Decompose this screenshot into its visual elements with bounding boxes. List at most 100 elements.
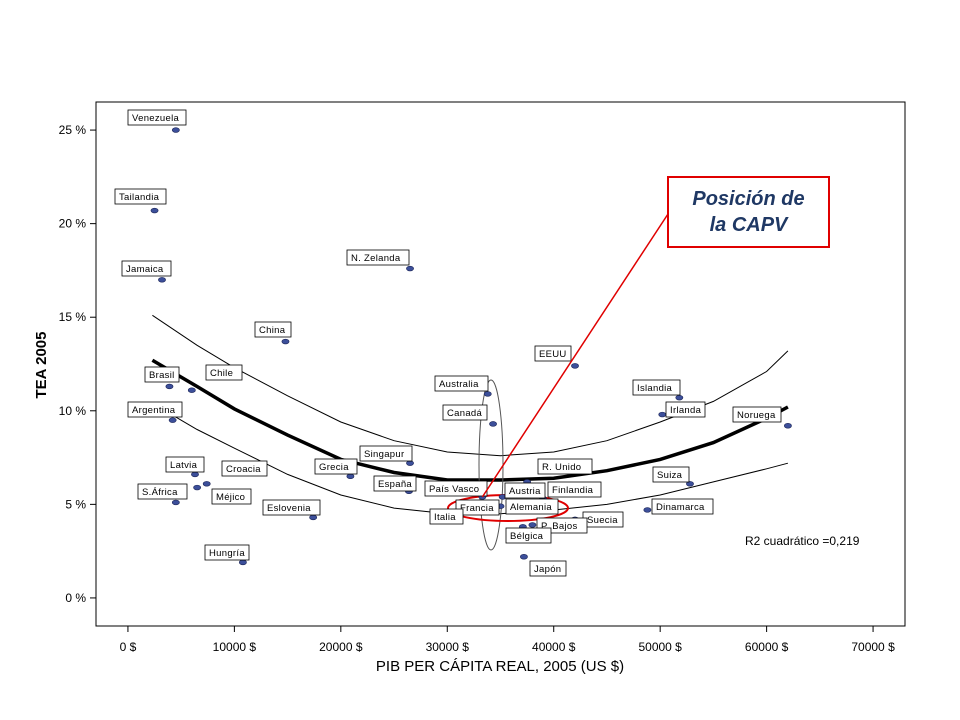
point-label: Croacia (226, 464, 261, 475)
x-tick-label: 30000 $ (426, 640, 470, 654)
point-label: China (259, 325, 286, 336)
point-label-box (121, 260, 172, 277)
r2-label: R2 cuadrático =0,219 (745, 534, 860, 548)
point-label-box (537, 458, 593, 475)
point-label-box (254, 321, 292, 338)
point-label-box (429, 508, 464, 525)
x-axis-title: PIB PER CÁPITA REAL, 2005 (US $) (376, 658, 624, 675)
y-tick-label: 25 % (59, 123, 87, 137)
y-tick-label: 15 % (59, 310, 87, 324)
point-label: Finlandia (552, 485, 594, 496)
point-label-box (221, 460, 268, 477)
point-label: P. Bajos (541, 521, 578, 532)
x-tick-label: 60000 $ (745, 640, 789, 654)
y-tick-label: 0 % (65, 591, 86, 605)
axes: 0 $ 10000 $ 20000 $ 30000 $ 40000 $ 50000 $ 60… (59, 123, 895, 654)
data-point (150, 207, 159, 214)
point-label: S.África (142, 487, 178, 498)
data-point (238, 559, 247, 566)
y-tick-label: 10 % (59, 404, 87, 418)
point-label-box (665, 401, 706, 418)
data-point (187, 387, 196, 393)
point-label-box (205, 364, 243, 381)
point-label: País Vasco (429, 484, 479, 495)
point-label-box (455, 499, 500, 516)
data-point (643, 507, 652, 513)
data-point (784, 423, 792, 429)
y-tick-label: 20 % (59, 217, 87, 231)
data-point (158, 277, 166, 283)
point-label-box (114, 188, 167, 205)
point-label-box (314, 458, 358, 475)
data-point (281, 338, 290, 345)
point-label: Jamaica (126, 264, 164, 275)
point-label: Tailandia (119, 192, 160, 203)
point-label-box (211, 488, 252, 505)
point-label: Austria (509, 486, 541, 497)
point-label: Japón (534, 564, 561, 575)
x-tick-label: 70000 $ (851, 640, 895, 654)
data-point (520, 554, 528, 560)
point-label: Noruega (737, 410, 776, 421)
point-label-box (359, 445, 413, 462)
point-label-box (632, 379, 681, 396)
point-label-box (127, 109, 187, 126)
point-label: Singapur (364, 449, 404, 460)
x-tick-label: 50000 $ (638, 640, 682, 654)
point-label: Hungría (209, 548, 245, 559)
point-label-box (165, 456, 205, 473)
callout-line-1: Posición de (692, 188, 805, 210)
point-label-box (127, 401, 183, 418)
callout-line-2: la CAPV (709, 214, 788, 236)
y-tick-label: 5 % (65, 497, 86, 511)
point-label-box (442, 404, 488, 421)
data-point (483, 391, 492, 397)
point-label-box (262, 499, 321, 516)
point-label: Alemania (510, 502, 552, 513)
x-tick-label: 40000 $ (532, 640, 576, 654)
data-point (165, 383, 174, 390)
data-point (346, 473, 355, 479)
point-label-box (652, 466, 690, 483)
point-label-box (529, 560, 567, 577)
point-label: Australia (439, 379, 479, 390)
point-label: Canadá (447, 408, 482, 419)
data-point (686, 481, 694, 487)
point-label: Suecia (587, 515, 618, 526)
data-point (528, 522, 537, 528)
point-label: Latvia (170, 460, 198, 471)
point-label: España (378, 479, 412, 490)
x-tick-label: 10000 $ (213, 640, 257, 654)
callout-pointer-line (481, 213, 669, 498)
point-label-box (346, 249, 410, 266)
point-label-box (505, 527, 552, 544)
point-label-box (534, 345, 572, 362)
point-label: Dinamarca (656, 502, 705, 513)
point-label: Venezuela (132, 113, 179, 124)
point-label-box (732, 406, 782, 423)
point-label-box (137, 483, 188, 500)
data-point (168, 417, 177, 423)
data-point (309, 514, 318, 521)
y-axis-title: TEA 2005 (33, 332, 50, 399)
data-point (675, 394, 684, 401)
point-label: Méjico (216, 492, 245, 503)
point-label: Brasil (149, 370, 175, 381)
data-point (406, 460, 414, 466)
point-label: Argentina (132, 405, 176, 416)
data-point (571, 363, 579, 369)
x-tick-label: 20000 $ (319, 640, 363, 654)
data-point (171, 499, 180, 506)
capv-callout: Posición de la CAPV (667, 176, 830, 248)
point-label-box (434, 375, 489, 392)
x-tick-label: 0 $ (120, 640, 137, 654)
point-label-box (505, 498, 559, 515)
point-label: Bélgica (510, 531, 544, 542)
data-point (202, 481, 211, 487)
point-label-box (504, 482, 546, 499)
point-label: Chile (210, 368, 233, 379)
data-point (193, 484, 202, 491)
point-label-box (144, 366, 180, 383)
point-label: EEUU (539, 349, 567, 360)
point-label: N. Zelanda (351, 253, 401, 264)
